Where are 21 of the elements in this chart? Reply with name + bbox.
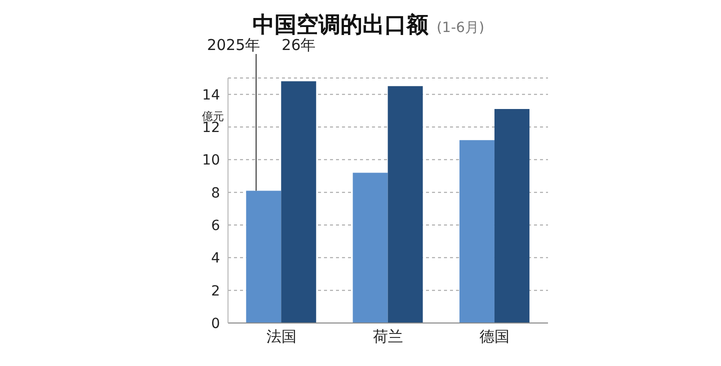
series-label: 26年	[282, 36, 316, 54]
y-tick-label: 2	[211, 283, 220, 300]
bar	[459, 140, 494, 323]
y-tick-label: 0	[211, 316, 220, 332]
chart-subtitle: (1-6月)	[436, 20, 484, 36]
bar	[281, 81, 316, 323]
y-tick-label: 10	[202, 152, 220, 169]
y-tick-label: 6	[211, 218, 220, 234]
bar	[388, 86, 423, 323]
y-axis-title: 億元	[202, 110, 224, 123]
y-tick-label: 8	[211, 185, 220, 202]
bar	[352, 172, 388, 323]
y-tick-label: 14	[202, 87, 220, 104]
x-tick-label: 法国	[266, 328, 296, 346]
x-tick-label: 荷兰	[373, 328, 403, 346]
y-tick-label: 4	[211, 250, 220, 267]
bar	[246, 190, 282, 323]
bar	[494, 109, 530, 323]
x-tick-label: 德国	[480, 328, 510, 346]
chart-title: 中国空调的出口额	[252, 13, 429, 38]
text: 2025年	[206, 36, 260, 54]
